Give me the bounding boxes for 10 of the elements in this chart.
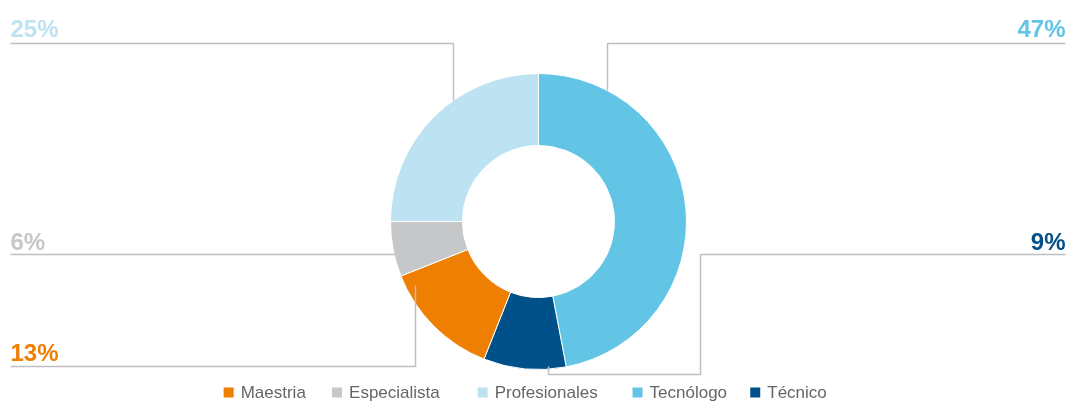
data-label: 6% — [10, 228, 46, 255]
legend-label: Técnico — [767, 383, 827, 401]
data-label: 25% — [10, 15, 59, 42]
legend-label: Profesionales — [494, 383, 598, 401]
legend-label: Tecnólogo — [649, 383, 728, 401]
data-label: 13% — [10, 339, 59, 366]
legend-label: Maestria — [240, 383, 307, 401]
data-label: 47% — [1017, 15, 1066, 42]
data-label: 9% — [1030, 228, 1066, 255]
legend-label: Especialista — [349, 383, 441, 401]
